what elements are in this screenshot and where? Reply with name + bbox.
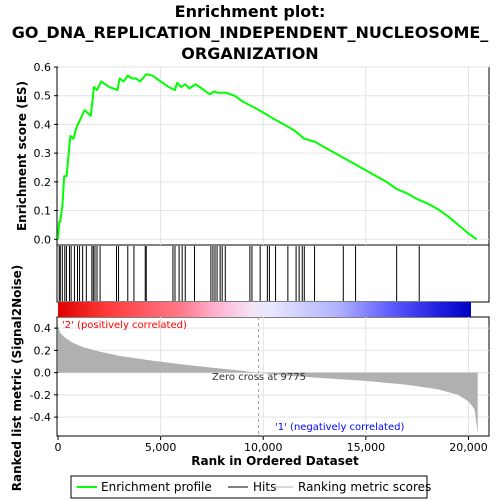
x-tick-label: 0 (55, 441, 62, 454)
positive-correlation-label: '2' (positively correlated) (62, 320, 187, 331)
es-y-tick-label: 0.1 (34, 205, 52, 218)
metric-y-axis-label: Ranked list metric (Signal2Noise) (10, 265, 24, 492)
es-y-tick-label: 0.0 (34, 233, 52, 246)
x-tick-label: 15,000 (347, 441, 386, 454)
es-y-ticks: 0.0 0.1 0.2 0.3 0.4 0.5 0.6 (34, 61, 58, 246)
ranking-metric-area (58, 325, 478, 434)
es-y-tick-label: 0.3 (34, 147, 52, 160)
x-tick-label: 20,000 (449, 441, 488, 454)
es-panel-frame (56, 66, 490, 246)
zero-cross-label: Zero cross at 9775 (212, 372, 306, 383)
hits-layer (58, 246, 420, 301)
title-line-1: Enrichment plot: (175, 2, 326, 21)
title-line-2: GO_DNA_REPLICATION_INDEPENDENT_NUCLEOSOM… (12, 23, 489, 42)
es-y-tick-label: 0.6 (34, 61, 52, 74)
x-axis-label: Rank in Ordered Dataset (191, 454, 359, 468)
enrichment-profile-line (57, 73, 478, 241)
hits-panel-frame (56, 244, 490, 303)
metric-x-ticks: 0 5,000 10,000 15,000 20,000 (55, 436, 488, 454)
es-grid (58, 66, 489, 245)
metric-y-tick-label: 0.2 (34, 344, 52, 357)
x-tick-label: 5,000 (145, 441, 177, 454)
title-line-3: ORGANIZATION (181, 44, 318, 63)
legend-hits-label: Hits (253, 480, 276, 494)
legend-box (70, 475, 428, 499)
metric-y-tick-label: 0.0 (34, 367, 52, 380)
es-y-axis-label: Enrichment score (ES) (15, 81, 29, 231)
metric-y-tick-label: -0.4 (30, 411, 51, 424)
metric-y-tick-label: 0.4 (34, 322, 52, 335)
legend-metric-label: Ranking metric scores (298, 480, 431, 494)
rank-color-bar (58, 302, 471, 317)
x-tick-label: 10,000 (244, 441, 283, 454)
metric-y-ticks: 0.4 0.2 0.0 -0.2 -0.4 (30, 322, 58, 424)
legend-enrichment-label: Enrichment profile (101, 480, 212, 494)
negative-correlation-label: '1' (negatively correlated) (275, 422, 404, 433)
es-y-tick-label: 0.5 (34, 90, 52, 103)
es-y-tick-label: 0.4 (34, 118, 52, 131)
metric-y-tick-label: -0.2 (30, 389, 51, 402)
es-y-tick-label: 0.2 (34, 176, 52, 189)
